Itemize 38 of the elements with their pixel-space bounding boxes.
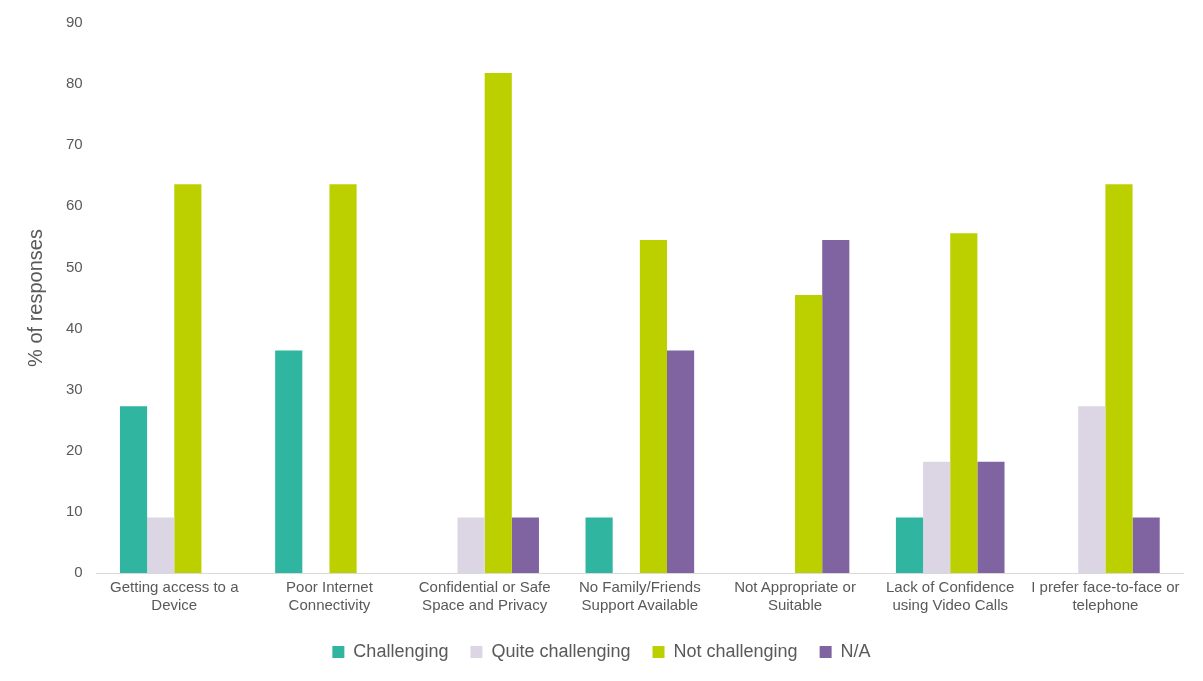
bar [275,350,303,573]
bar [1105,184,1133,573]
x-tick-label: Confidential or Safe Space and Privacy [418,578,551,614]
x-tick-label: Not Appropriate or Suitable [734,578,856,614]
legend-label: Not challenging [673,640,798,661]
legend-label: Quite challenging [491,640,631,661]
bar [119,406,148,573]
y-tick-label: 20 [66,440,83,458]
bar [585,517,613,573]
bar [484,73,512,573]
y-tick-label: 30 [66,379,83,397]
legend-label: N/A [840,640,871,661]
y-tick-label: 90 [66,13,83,31]
bar [822,239,850,573]
bar [174,184,202,573]
bar [895,517,924,573]
y-tick-label: 80 [66,74,83,92]
bar [795,294,823,573]
x-tick-label: I prefer face-to-face or telephone [1031,578,1180,614]
bar [329,184,357,573]
y-tick-label: 50 [66,257,83,275]
bar [667,350,695,573]
bar [977,461,1005,573]
y-tick-label: 40 [66,318,83,336]
bar [950,233,978,573]
bar [639,239,667,573]
y-tick-label: 10 [66,502,83,520]
x-tick-label: No Family/Friends Support Available [578,578,701,614]
y-axis-title: % of responses [23,229,46,367]
y-tick-label: 70 [66,135,83,153]
x-tick-label: Getting access to a Device [110,578,240,614]
legend-label: Challenging [353,640,449,661]
bar [1132,517,1160,573]
y-tick-label: 0 [74,563,83,581]
bar [511,517,539,573]
x-tick-label: Poor Internet Connectivity [286,578,374,614]
x-tick-label: Lack of Confidence using Video Calls [886,578,1015,614]
y-tick-label: 60 [66,196,83,214]
